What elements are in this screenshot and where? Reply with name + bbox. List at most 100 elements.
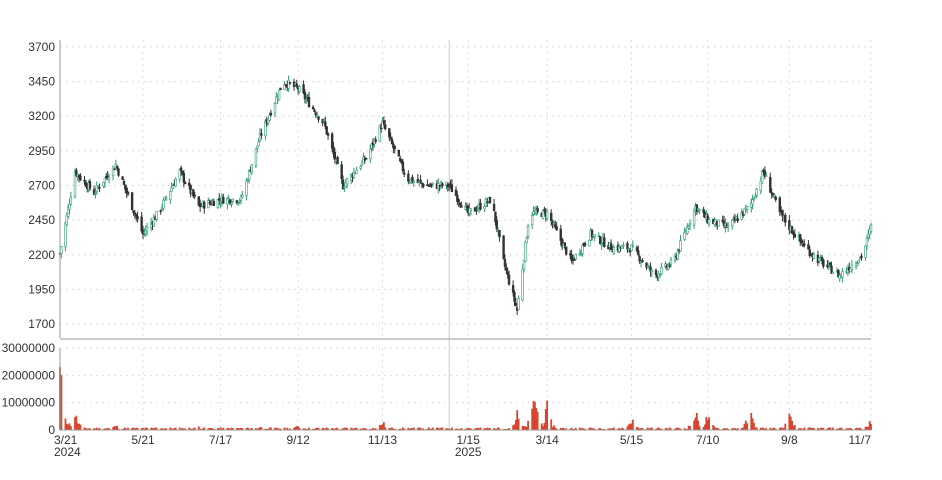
candle-body	[683, 232, 686, 240]
volume-bar	[321, 427, 324, 430]
volume-bar	[686, 428, 689, 430]
volume-bar	[648, 428, 651, 430]
candle-body	[295, 83, 298, 87]
volume-bar	[788, 413, 791, 430]
volume-bar	[535, 408, 538, 430]
candle-body	[790, 226, 794, 234]
candle-body	[218, 198, 221, 201]
candle-body	[419, 179, 422, 183]
candle-body	[288, 82, 292, 84]
volume-bar	[708, 417, 710, 430]
candle-body	[469, 208, 473, 211]
volume-bar	[736, 428, 739, 430]
candle-body	[241, 194, 244, 198]
candle-body	[688, 223, 692, 226]
volume-bar	[314, 428, 317, 430]
volume-bar	[827, 427, 830, 430]
candle-body	[717, 219, 720, 227]
candle-body	[460, 205, 463, 208]
candle-body	[578, 253, 582, 255]
candle-body	[188, 182, 191, 186]
candle-body	[407, 173, 410, 182]
volume-bar	[859, 427, 862, 430]
price-candles	[58, 75, 873, 316]
volume-bar	[464, 428, 467, 430]
volume-bar	[380, 425, 383, 430]
candle-body	[660, 266, 663, 275]
candle-body	[513, 291, 516, 302]
volume-bar	[849, 427, 852, 430]
volume-bar	[467, 427, 470, 430]
candle-body	[145, 226, 149, 232]
candle-body	[393, 145, 396, 150]
volume-bar	[173, 427, 176, 430]
candle-body	[600, 243, 603, 246]
volume-bar	[362, 427, 365, 430]
volume-bar	[388, 427, 391, 430]
volume-bar	[780, 427, 783, 430]
candle-body	[517, 298, 520, 310]
volume-bar	[79, 424, 82, 430]
candle-body	[324, 121, 327, 127]
volume-bar	[270, 427, 272, 430]
candle-body	[778, 197, 782, 213]
x-tick-label: 5/15	[620, 433, 644, 447]
volume-bar	[441, 427, 444, 430]
candle-body	[635, 247, 639, 252]
candle-body	[622, 244, 625, 247]
candle-body	[333, 151, 337, 160]
volume-bar	[172, 428, 174, 430]
volume-bar	[532, 400, 535, 430]
volume-bar	[769, 427, 772, 430]
candle-body	[679, 240, 682, 252]
price-y-tick-label: 1700	[28, 317, 55, 331]
volume-bar	[304, 428, 306, 430]
volume-bar	[155, 427, 158, 430]
candle-body	[107, 177, 111, 180]
volume-bar	[410, 428, 412, 430]
volume-bar	[222, 427, 225, 430]
volume-bar	[678, 428, 681, 430]
volume-bar	[713, 426, 716, 430]
candle-body	[132, 210, 135, 213]
volume-bar	[142, 427, 144, 430]
price-y-tick-label: 3200	[28, 109, 55, 123]
candle-body	[676, 250, 679, 260]
candle-body	[599, 236, 602, 245]
candle-body	[475, 209, 478, 212]
volume-bar	[407, 427, 410, 430]
volume-bar	[436, 427, 438, 430]
candle-body	[812, 253, 816, 259]
volume-bar	[408, 428, 411, 430]
candle-body	[745, 206, 749, 210]
candle-body	[343, 186, 346, 189]
volume-bar	[837, 428, 840, 430]
volume-bar	[333, 428, 336, 430]
candle-body	[864, 245, 867, 258]
candle-body	[369, 148, 372, 160]
candle-body	[384, 124, 387, 130]
volume-bar	[622, 428, 625, 430]
volume-bar	[440, 427, 442, 430]
volume-bar	[619, 428, 622, 430]
candle-body	[793, 234, 796, 238]
volume-bar	[393, 428, 396, 430]
volume-bar	[597, 428, 600, 430]
candle-body	[695, 204, 699, 212]
volume-bar	[306, 428, 309, 430]
candle-body	[169, 190, 172, 201]
volume-bar	[702, 427, 705, 430]
volume-bar	[438, 428, 441, 430]
volume-bar	[483, 427, 486, 430]
volume-bar	[732, 428, 735, 430]
candle-body	[865, 238, 869, 247]
candle-body	[830, 265, 833, 274]
candle-body	[174, 178, 177, 187]
candle-body	[238, 200, 241, 203]
volume-bar	[793, 425, 796, 430]
candle-body	[574, 253, 577, 260]
volume-bar	[382, 422, 385, 430]
volume-bar	[783, 428, 785, 430]
volume-bar	[621, 427, 623, 430]
volume-bar	[123, 428, 125, 430]
